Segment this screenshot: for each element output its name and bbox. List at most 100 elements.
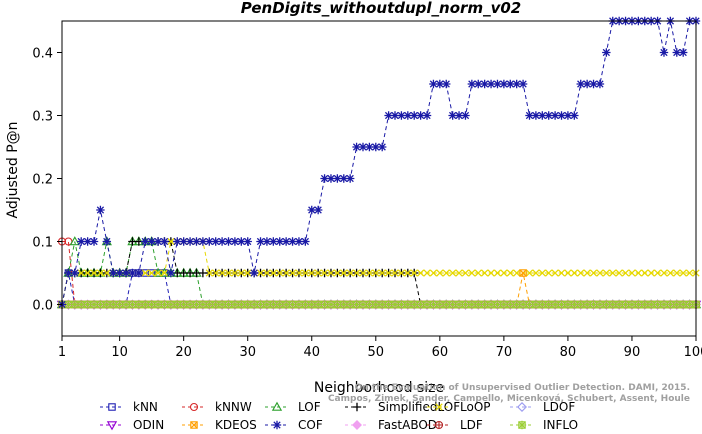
data-point-loop (609, 269, 617, 277)
data-point-loop (365, 269, 374, 277)
data-point-cof (442, 79, 451, 89)
data-point-loop (352, 269, 361, 277)
data-point-loop (359, 269, 367, 277)
data-point-cof (153, 237, 163, 246)
data-point-loop (673, 269, 681, 277)
data-point-cof (352, 142, 361, 152)
data-point-loop (538, 269, 546, 277)
data-point-cof (269, 237, 278, 246)
data-point-cof (160, 237, 169, 246)
data-point-cof (243, 237, 252, 246)
y-tick-label: 0.3 (32, 110, 53, 125)
data-point-loop (461, 269, 470, 277)
legend-item-ldof: LDOF (510, 400, 575, 414)
data-point-loop (378, 269, 386, 277)
data-point-loop (282, 269, 290, 277)
series-cof (57, 16, 701, 309)
data-point-cof (589, 79, 598, 89)
data-point-cof (576, 79, 585, 89)
data-point-loop (237, 269, 245, 277)
legend-item-ldf: LDF (427, 418, 483, 432)
data-point-loop (557, 269, 566, 277)
data-point-cof (230, 237, 240, 246)
data-point-cof (429, 79, 438, 89)
legend-marker-knn (108, 403, 116, 411)
data-point-loop (301, 269, 310, 277)
data-point-cof (397, 111, 406, 120)
series-line-loop (61, 241, 696, 305)
data-point-cof (390, 111, 400, 120)
legend-label-inflo: INFLO (543, 418, 578, 432)
legend-item-knn: kNN (100, 400, 158, 414)
data-point-loop (372, 269, 380, 277)
legend-item-knnw: kNNW (182, 400, 252, 414)
x-axis-label: Neighborhood size (314, 380, 444, 396)
series-inflo (57, 300, 701, 309)
legend-item-cof: COF (265, 418, 323, 432)
x-tick-label: 20 (175, 345, 192, 360)
data-point-cof (422, 111, 432, 120)
data-point-cof (249, 268, 259, 278)
data-point-cof (602, 48, 611, 57)
series-line-cof (61, 20, 696, 305)
legend-item-kdeos: KDEOS (182, 418, 257, 432)
data-point-loop (442, 269, 450, 277)
data-point-cof (384, 111, 393, 120)
plot-border (61, 20, 697, 337)
data-point-loop (154, 269, 162, 277)
legend: kNN kNNW LOF SimplifiedLOF LoOP LDOF ODIN KDEOS… (100, 400, 578, 432)
data-point-loop (506, 269, 514, 277)
y-tick-label: 0.0 (32, 299, 53, 314)
data-point-cof (435, 79, 445, 89)
data-point-cof (531, 111, 541, 120)
data-point-loop (551, 269, 559, 277)
data-point-loop (634, 269, 643, 277)
data-point-cof (313, 205, 323, 215)
data-point-loop (167, 237, 175, 246)
data-point-cof (378, 142, 387, 152)
data-point-loop (96, 269, 105, 277)
data-point-cof (281, 237, 291, 246)
legend-item-inflo: INFLO (510, 418, 578, 432)
data-point-loop (436, 269, 444, 277)
x-tick-label: 60 (432, 345, 449, 360)
data-point-cof (410, 111, 419, 120)
data-point-cof (518, 79, 528, 89)
data-point-loop (545, 269, 553, 277)
data-point-cof (365, 142, 374, 152)
data-point-cof (371, 142, 380, 152)
data-point-loop (641, 269, 649, 277)
data-point-loop (429, 269, 438, 277)
data-point-loop (346, 269, 354, 277)
x-tick-label: 40 (303, 345, 320, 360)
data-point-cof (96, 205, 105, 215)
data-point-cof (166, 268, 176, 278)
data-point-cof (506, 79, 515, 89)
data-point-cof (333, 174, 342, 183)
x-tick-label: 80 (560, 345, 577, 360)
data-point-loop (410, 269, 418, 277)
data-point-loop (212, 269, 220, 277)
data-point-kdeos (519, 269, 527, 277)
x-tick-label: 100 (684, 345, 702, 360)
data-point-cof (403, 111, 413, 120)
data-point-loop (493, 269, 502, 277)
data-point-loop (416, 269, 425, 277)
data-point-loop (468, 269, 476, 277)
x-tick-label: 30 (239, 345, 256, 360)
legend-item-odin: ODIN (100, 418, 164, 432)
data-point-cof (294, 237, 304, 246)
data-point-loop (448, 269, 457, 277)
legend-label-kdeos: KDEOS (215, 418, 257, 432)
data-point-cof (77, 237, 86, 246)
legend-label-simplifiedlof: SimplifiedLOF (378, 400, 460, 414)
data-point-cof (582, 79, 592, 89)
data-point-cof (493, 79, 502, 89)
data-point-loop (276, 269, 284, 277)
legend-label-cof: COF (298, 418, 323, 432)
data-point-cof (301, 237, 310, 246)
data-point-cof (185, 237, 195, 246)
data-point-loop (487, 269, 495, 277)
data-point-cof (89, 237, 99, 246)
data-point-cof (128, 268, 137, 278)
